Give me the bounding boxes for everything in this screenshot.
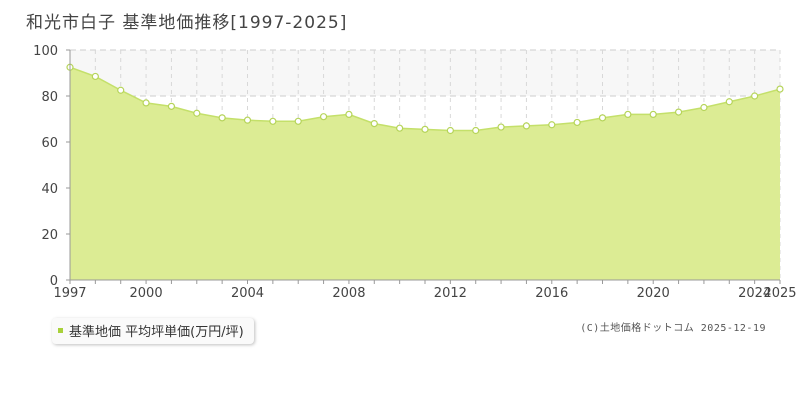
data-point: [522, 122, 531, 130]
data-point: [472, 126, 480, 135]
x-tick-label: 2004: [231, 286, 264, 301]
legend-label: 基準地価 平均坪単価(万円/坪): [69, 325, 244, 340]
data-point: [497, 123, 505, 131]
y-tick-label: 80: [41, 90, 58, 105]
data-point: [370, 119, 378, 128]
data-point: [674, 108, 683, 116]
data-point: [167, 102, 176, 110]
x-tick-label: 2020: [637, 286, 670, 301]
data-point: [396, 124, 404, 132]
legend: 基準地価 平均坪単価(万円/坪): [52, 318, 254, 344]
data-point: [319, 113, 328, 121]
x-tick-label: 2008: [332, 286, 365, 301]
data-point: [751, 92, 759, 100]
data-point: [598, 114, 607, 122]
data-point: [446, 126, 454, 135]
data-point: [421, 125, 429, 133]
y-tick-label: 100: [33, 44, 58, 59]
x-tick-label: 2024: [738, 286, 771, 301]
plot-top-band: [70, 50, 780, 96]
x-tick-label: 2000: [130, 286, 163, 301]
x-tick-label: 2012: [434, 286, 467, 301]
data-point: [624, 110, 632, 119]
data-point: [700, 103, 708, 112]
data-point: [117, 86, 125, 94]
data-point: [548, 121, 556, 129]
data-point: [294, 117, 302, 125]
data-point: [649, 110, 657, 119]
data-point: [345, 110, 353, 119]
credit-text: (C)土地価格ドットコム 2025-12-19: [580, 323, 766, 334]
x-tick-label: 1997: [53, 286, 86, 301]
data-point: [725, 98, 733, 106]
y-tick-label: 40: [41, 182, 58, 197]
data-point: [269, 117, 277, 125]
data-point: [573, 118, 581, 127]
data-point: [142, 99, 150, 107]
data-point: [776, 85, 784, 93]
y-tick-label: 0: [50, 274, 58, 289]
x-tick-label: 2025: [763, 286, 796, 301]
y-tick-label: 60: [41, 136, 58, 151]
data-point: [91, 72, 99, 81]
x-tick-label: 2016: [535, 286, 568, 301]
data-point: [193, 109, 201, 117]
data-point: [243, 116, 252, 124]
chart-title: 和光市白子 基準地価推移[1997-2025]: [26, 13, 348, 33]
legend-swatch-icon: [58, 328, 63, 333]
y-tick-label: 20: [41, 228, 58, 243]
data-point: [218, 114, 226, 122]
